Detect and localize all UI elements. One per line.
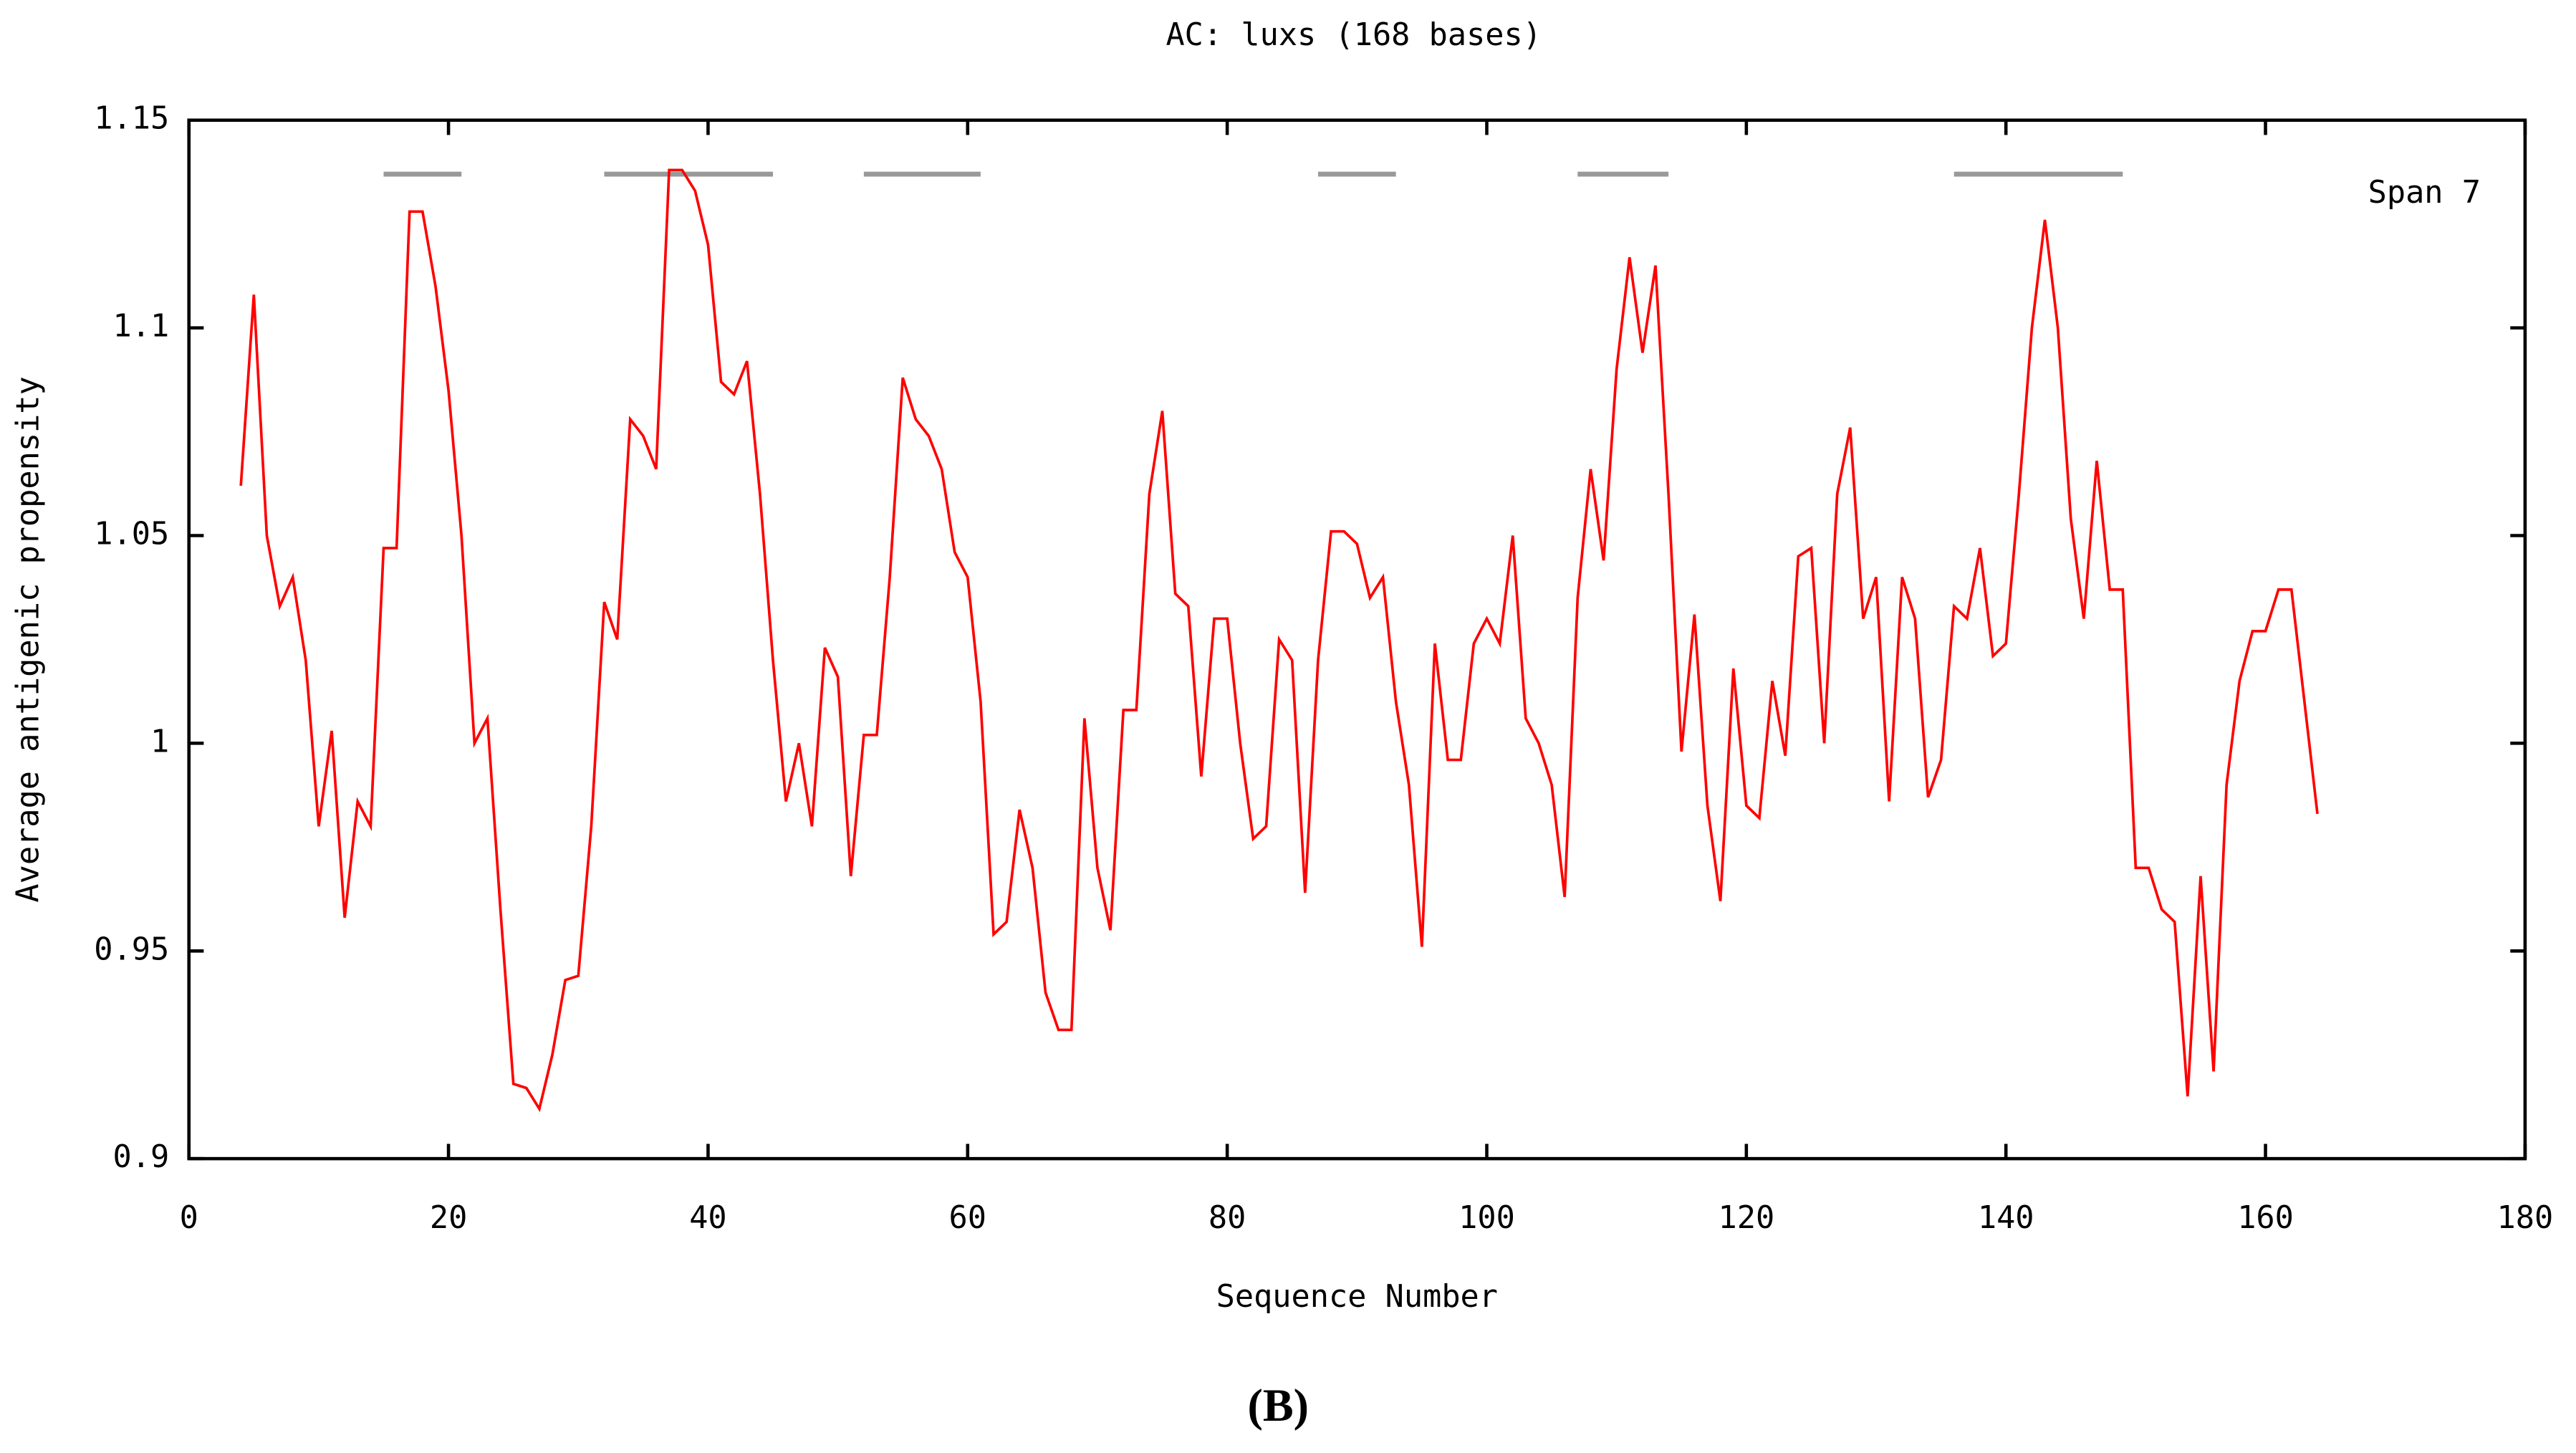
y-tick-label: 1.1 bbox=[113, 309, 170, 345]
x-tick-label: 40 bbox=[689, 1200, 726, 1236]
x-tick-label: 160 bbox=[2237, 1200, 2294, 1236]
y-tick-label: 0.95 bbox=[94, 931, 169, 967]
annotation: Span 7 bbox=[2368, 175, 2481, 211]
caption: (B) bbox=[1247, 1380, 1309, 1431]
x-tick-label: 80 bbox=[1208, 1200, 1246, 1236]
y-tick-label: 0.9 bbox=[113, 1139, 170, 1175]
x-tick-label: 120 bbox=[1719, 1200, 1775, 1236]
x-tick-label: 140 bbox=[1978, 1200, 2034, 1236]
x-tick-label: 60 bbox=[949, 1200, 986, 1236]
x-tick-label: 20 bbox=[430, 1200, 467, 1236]
y-tick-label: 1 bbox=[150, 724, 169, 759]
x-tick-label: 100 bbox=[1458, 1200, 1515, 1236]
data-line bbox=[239, 168, 2319, 1113]
y-tick-label: 1.05 bbox=[94, 517, 169, 552]
x-axis-label: Sequence Number bbox=[1216, 1279, 1498, 1315]
y-axis-label: Average antigenic propensity bbox=[10, 376, 46, 902]
chart-title: AC: luxs (168 bases) bbox=[1166, 17, 1542, 53]
plot-frame bbox=[187, 118, 2527, 1161]
x-tick-label: 180 bbox=[2497, 1200, 2554, 1236]
x-tick-label: 0 bbox=[180, 1200, 198, 1236]
y-tick-label: 1.15 bbox=[94, 101, 169, 137]
